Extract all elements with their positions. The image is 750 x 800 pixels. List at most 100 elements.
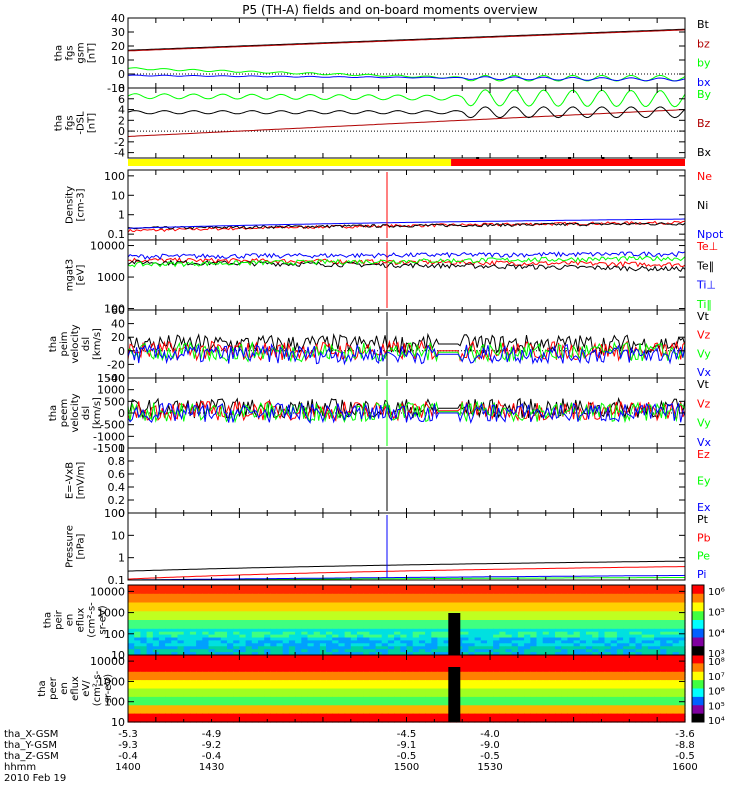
spectrogram-cell	[208, 628, 216, 633]
spectrogram-cell	[437, 694, 445, 698]
spectrogram-cell	[641, 705, 649, 709]
spectrogram-cell	[666, 585, 674, 589]
spectrogram-cell	[412, 657, 420, 662]
spectrogram-cell	[270, 599, 278, 604]
spectrogram-cell	[443, 699, 451, 704]
spectrogram-cell	[480, 593, 488, 598]
spectrogram-cell	[530, 719, 538, 723]
spectrogram-cell	[493, 625, 500, 630]
spectrogram-cell	[350, 710, 358, 715]
spectrogram-cell	[474, 602, 482, 606]
spectrogram-cell	[586, 691, 593, 695]
spectrogram-cell	[171, 660, 179, 664]
spectrogram-cell	[288, 680, 296, 684]
spectrogram-cell	[165, 640, 172, 644]
spectrogram-cell	[493, 643, 500, 647]
spectrogram-cell	[313, 719, 321, 723]
spectrogram-cell	[592, 590, 599, 595]
spectrogram-cell	[567, 637, 575, 641]
spectrogram-cell	[394, 688, 401, 692]
spectrogram-cell	[573, 622, 581, 627]
spectrogram-cell	[128, 640, 135, 644]
spectrogram-cell	[462, 671, 469, 676]
spectrogram-cell	[678, 605, 686, 609]
spectrogram-cell	[146, 677, 154, 681]
y-axis-label: velocity	[70, 324, 81, 363]
spectrogram-cell	[375, 716, 383, 720]
spectrogram-cell	[158, 660, 166, 664]
spectrogram-cell	[344, 666, 352, 670]
spectrogram-cell	[462, 716, 469, 720]
spectrogram-cell	[616, 699, 624, 704]
spectrogram-cell	[332, 694, 339, 698]
spectrogram-cell	[313, 671, 321, 676]
spectrogram-cell	[573, 587, 581, 592]
spectrogram-cell	[561, 713, 568, 717]
spectrogram-cell	[660, 719, 667, 723]
spectrogram-cell	[171, 719, 179, 723]
spectrogram-cell	[542, 631, 550, 636]
spectrogram-cell	[548, 620, 556, 624]
spectrogram-cell	[196, 605, 203, 609]
spectrogram-cell	[672, 708, 680, 712]
spectrogram-cell	[487, 671, 494, 676]
spectrogram-cell	[313, 702, 321, 706]
spectrogram-cell	[152, 691, 160, 695]
spectrogram-cell	[425, 631, 432, 636]
spectrogram-cell	[654, 590, 661, 595]
spectrogram-cell	[530, 671, 538, 676]
spectrogram-cell	[196, 602, 203, 606]
spectrogram-cell	[462, 713, 469, 717]
spectrogram-cell	[629, 660, 637, 664]
spectrogram-cell	[647, 719, 655, 723]
spectrogram-cell	[616, 716, 624, 720]
spectrogram-cell	[189, 705, 197, 709]
spectrogram-cell	[548, 674, 556, 678]
spectrogram-cell	[505, 608, 513, 612]
spectrogram-cell	[487, 691, 494, 695]
spectrogram-cell	[313, 593, 321, 598]
spectrogram-cell	[511, 677, 519, 681]
spectrogram-cell	[183, 716, 191, 720]
spectrogram-cell	[616, 649, 624, 653]
spectrogram-cell	[604, 637, 612, 641]
spectrogram-cell	[239, 708, 247, 712]
spectrogram-cell	[573, 625, 581, 630]
spectrogram-cell	[499, 625, 507, 630]
spectrogram-cell	[276, 660, 284, 664]
spectrogram-cell	[542, 622, 550, 627]
spectrogram-cell	[598, 677, 606, 681]
spectrogram-cell	[400, 585, 408, 589]
spectrogram-cell	[635, 587, 643, 592]
spectrogram-cell	[641, 596, 649, 601]
spectrogram-cell	[505, 605, 513, 609]
spectrogram-cell	[313, 596, 321, 601]
spectrogram-cell	[468, 596, 476, 601]
spectrogram-cell	[474, 655, 482, 659]
spectrogram-cell	[418, 617, 426, 621]
spectrogram-cell	[251, 705, 259, 709]
spectrogram-cell	[251, 702, 259, 706]
spectrogram-cell	[301, 634, 309, 639]
spectrogram-cell	[660, 685, 667, 690]
spectrogram-cell	[493, 608, 500, 612]
spectrogram-cell	[233, 663, 240, 667]
spectrogram-cell	[406, 655, 414, 659]
spectrogram-cell	[505, 708, 513, 712]
spectrogram-cell	[511, 669, 519, 673]
spectrogram-cell	[177, 634, 185, 639]
spectrogram-cell	[567, 688, 575, 692]
spectrogram-cell	[647, 685, 655, 690]
spectrogram-cell	[412, 649, 420, 653]
spectrogram-cell	[487, 694, 494, 698]
spectrogram-cell	[623, 674, 630, 678]
spectrogram-cell	[208, 593, 216, 598]
spectrogram-cell	[319, 671, 327, 676]
spectrogram-cell	[567, 716, 575, 720]
spectrogram-cell	[375, 605, 383, 609]
spectrogram-cell	[227, 634, 234, 639]
spectrogram-cell	[443, 637, 451, 641]
spectrogram-cell	[394, 611, 401, 615]
spectrogram-cell	[616, 691, 624, 695]
